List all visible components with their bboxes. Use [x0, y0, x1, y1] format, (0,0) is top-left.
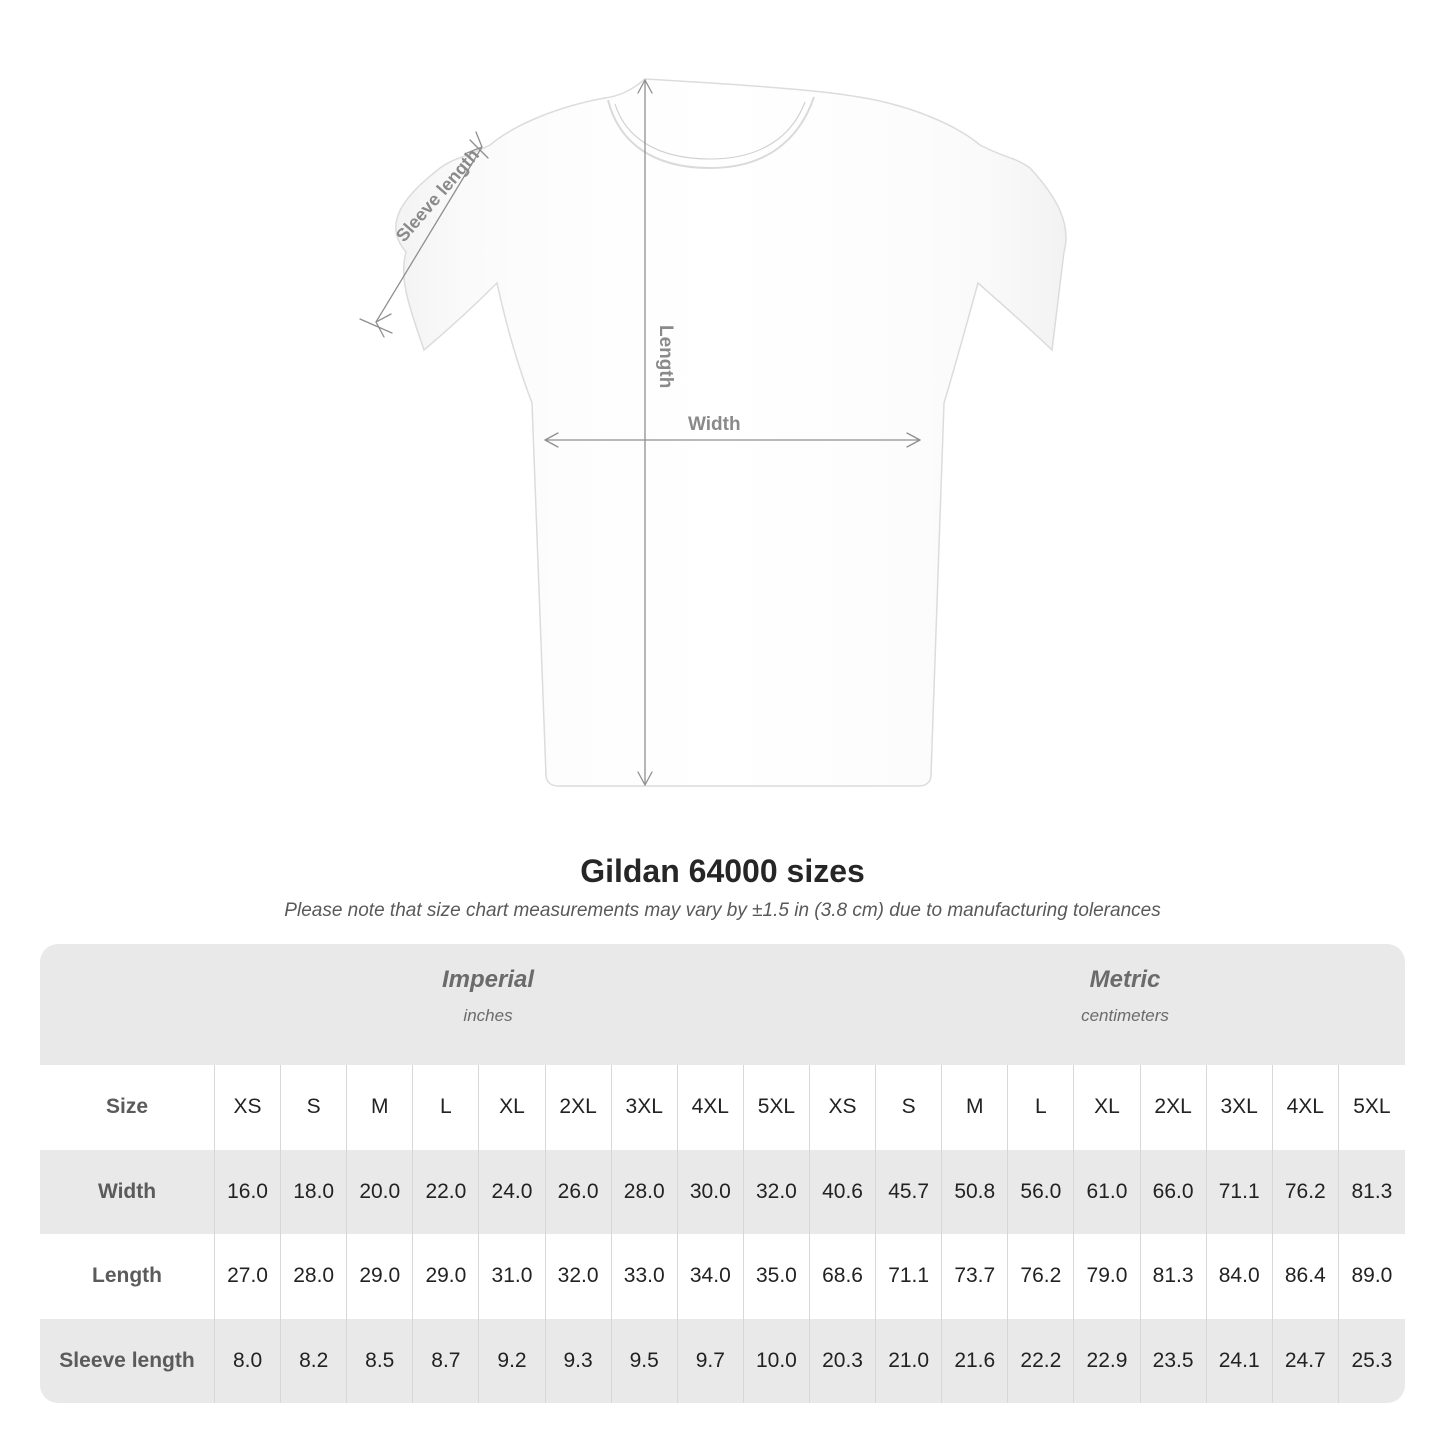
svg-text:Width: Width [688, 414, 741, 435]
svg-text:Length: Length [655, 325, 676, 388]
